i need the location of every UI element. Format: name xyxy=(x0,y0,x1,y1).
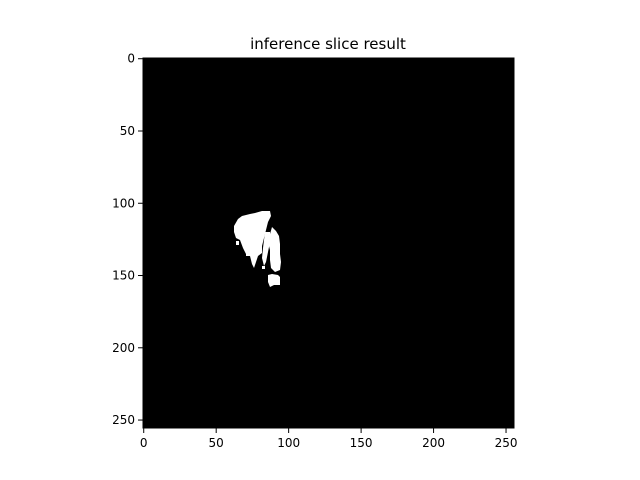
x-tick-label: 200 xyxy=(422,436,445,450)
x-tick-label: 150 xyxy=(350,436,373,450)
axes-frame xyxy=(142,57,515,429)
x-tick-label: 50 xyxy=(209,436,224,450)
y-tick-label: 150 xyxy=(112,269,135,283)
y-tick-label: 50 xyxy=(120,124,135,138)
image-area xyxy=(142,57,515,429)
mask-region-bottom xyxy=(268,274,280,287)
y-tick-label: 100 xyxy=(112,196,135,210)
mask-speck xyxy=(256,230,259,233)
x-tick-label: 250 xyxy=(495,436,518,450)
y-axis: 0 50 100 150 200 250 xyxy=(112,52,143,427)
x-tick-label: 0 xyxy=(140,436,148,450)
x-tick-label: 100 xyxy=(277,436,300,450)
mask-region-right xyxy=(268,227,281,272)
image-background xyxy=(143,58,514,428)
mask-speck xyxy=(236,241,239,245)
segmentation-mask xyxy=(234,211,281,287)
mask-speck xyxy=(262,266,265,269)
y-tick-label: 250 xyxy=(112,413,135,427)
mask-speck xyxy=(246,252,250,256)
mask-region-middle xyxy=(262,232,270,266)
y-tick-label: 0 xyxy=(127,52,135,66)
plot-title: inference slice result xyxy=(250,35,406,53)
x-axis: 0 50 100 150 200 250 xyxy=(140,428,518,450)
y-tick-label: 200 xyxy=(112,341,135,355)
mask-region-main xyxy=(234,211,271,268)
